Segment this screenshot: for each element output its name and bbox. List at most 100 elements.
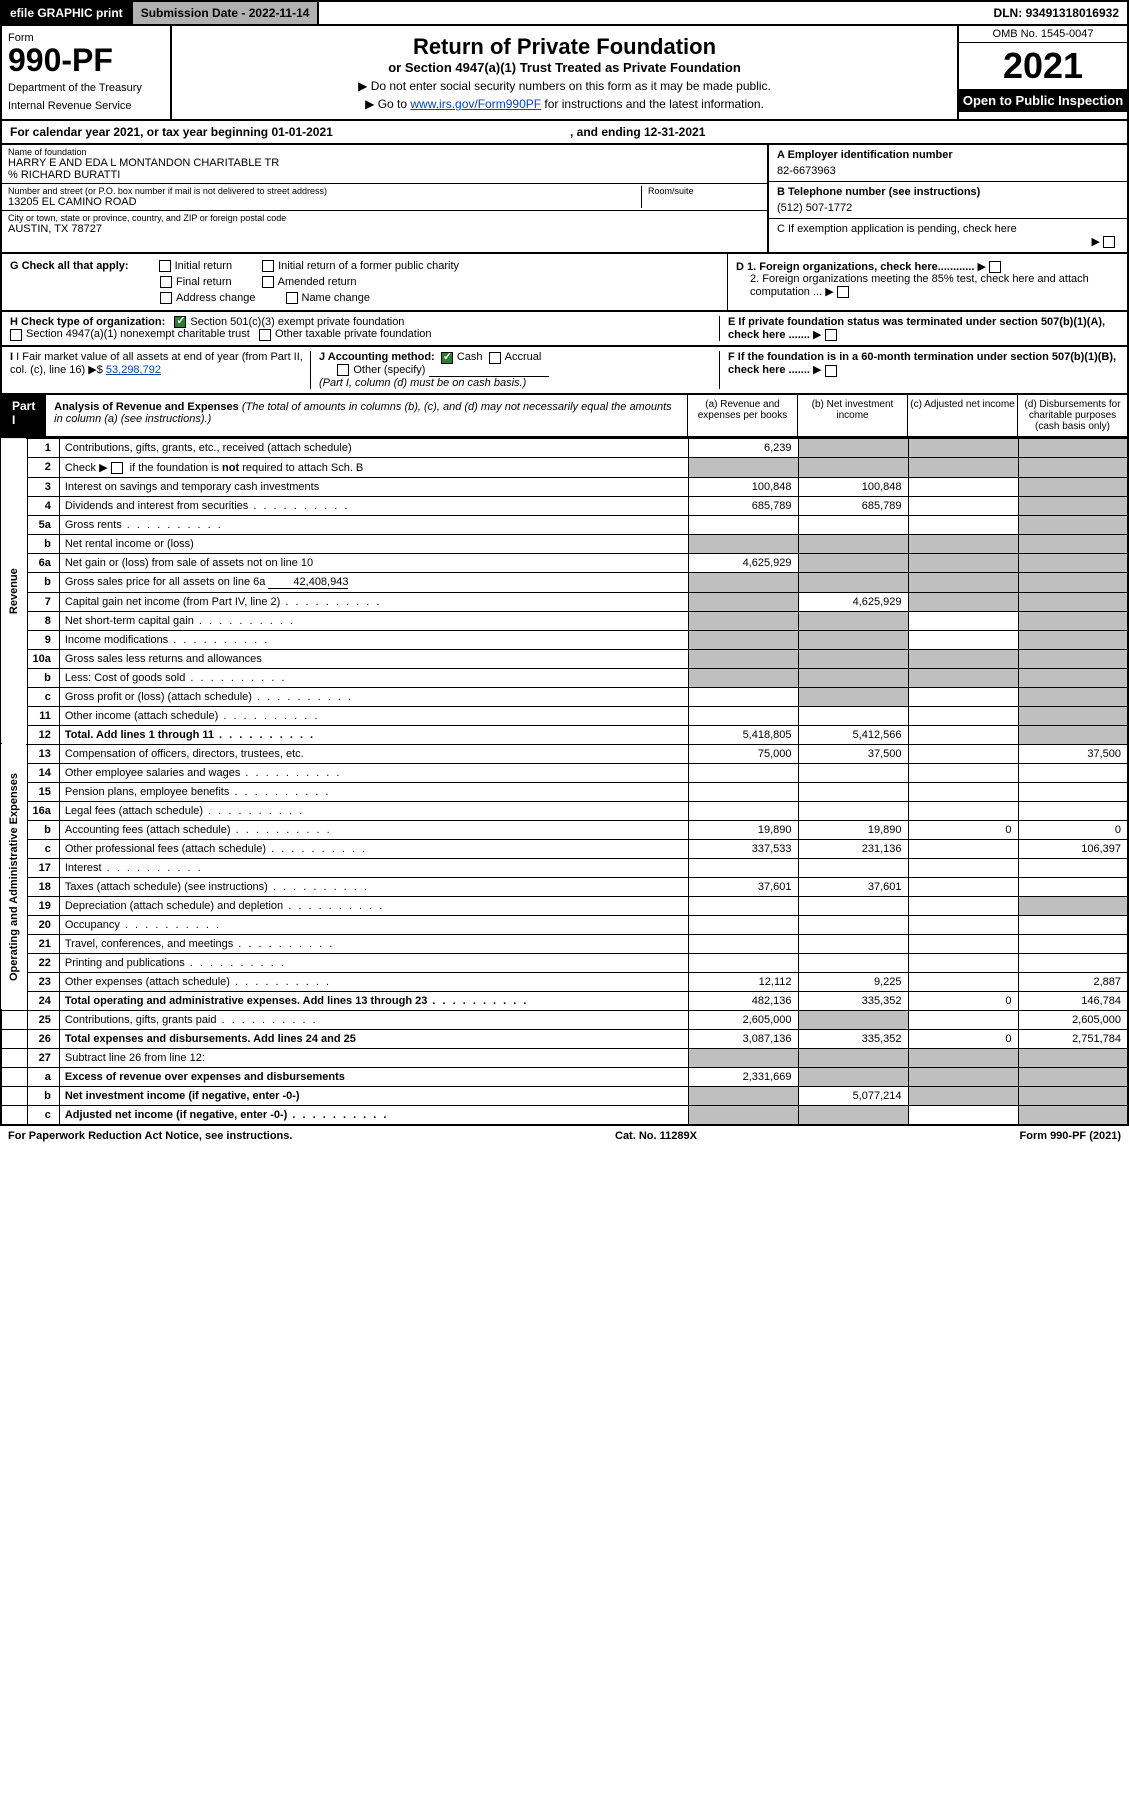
chk-cash[interactable]: [441, 352, 453, 364]
entity-right: A Employer identification number 82-6673…: [767, 145, 1127, 252]
table-row: 14Other employee salaries and wages: [1, 763, 1128, 782]
table-row: bNet investment income (if negative, ent…: [1, 1086, 1128, 1105]
chk-other-taxable[interactable]: [259, 329, 271, 341]
table-row: cOther professional fees (attach schedul…: [1, 839, 1128, 858]
irs: Internal Revenue Service: [8, 100, 164, 112]
table-row: 15Pension plans, employee benefits: [1, 782, 1128, 801]
table-row: cAdjusted net income (if negative, enter…: [1, 1105, 1128, 1125]
g-left: G Check all that apply: Initial return I…: [2, 254, 727, 310]
form-subtitle: or Section 4947(a)(1) Trust Treated as P…: [192, 60, 937, 75]
ein-box: A Employer identification number 82-6673…: [769, 145, 1127, 182]
table-row: 19Depreciation (attach schedule) and dep…: [1, 896, 1128, 915]
efile-label[interactable]: efile GRAPHIC print: [2, 2, 133, 24]
chk-amended[interactable]: [262, 276, 274, 288]
table-row: 5aGross rents: [1, 515, 1128, 534]
table-row: 17Interest: [1, 858, 1128, 877]
table-row: 25Contributions, gifts, grants paid2,605…: [1, 1010, 1128, 1029]
c-box: C If exemption application is pending, c…: [769, 219, 1127, 252]
part1-badge: Part I: [2, 395, 46, 436]
dept: Department of the Treasury: [8, 82, 164, 94]
footer: For Paperwork Reduction Act Notice, see …: [0, 1126, 1129, 1146]
col-d-hdr: (d) Disbursements for charitable purpose…: [1017, 395, 1127, 436]
chk-other-method[interactable]: [337, 364, 349, 376]
open-inspection: Open to Public Inspection: [959, 89, 1127, 112]
table-row: bLess: Cost of goods sold: [1, 668, 1128, 687]
form-title: Return of Private Foundation: [192, 34, 937, 60]
table-row: bNet rental income or (loss): [1, 534, 1128, 553]
chk-schb[interactable]: [111, 462, 123, 474]
table-row: 24Total operating and administrative exp…: [1, 991, 1128, 1010]
foundation-name: Name of foundation HARRY E AND EDA L MON…: [2, 145, 767, 184]
table-row: 2Check ▶ if the foundation is not requir…: [1, 457, 1128, 477]
table-row: aExcess of revenue over expenses and dis…: [1, 1067, 1128, 1086]
chk-d2[interactable]: [837, 286, 849, 298]
form-number: 990-PF: [8, 44, 164, 76]
part1-title: Analysis of Revenue and Expenses (The to…: [46, 395, 687, 436]
table-row: 23Other expenses (attach schedule)12,112…: [1, 972, 1128, 991]
table-row: cGross profit or (loss) (attach schedule…: [1, 687, 1128, 706]
c-checkbox[interactable]: [1103, 236, 1115, 248]
expenses-sidelabel: Operating and Administrative Expenses: [1, 744, 27, 1010]
spacer: [319, 2, 985, 24]
chk-final[interactable]: [160, 276, 172, 288]
chk-4947[interactable]: [10, 329, 22, 341]
address-row: Number and street (or P.O. box number if…: [2, 184, 767, 211]
table-row: bAccounting fees (attach schedule)19,890…: [1, 820, 1128, 839]
table-row: 3Interest on savings and temporary cash …: [1, 477, 1128, 496]
revenue-sidelabel: Revenue: [1, 438, 27, 744]
chk-d1[interactable]: [989, 261, 1001, 273]
chk-f[interactable]: [825, 365, 837, 377]
entity-info: Name of foundation HARRY E AND EDA L MON…: [0, 145, 1129, 254]
footer-mid: Cat. No. 11289X: [615, 1130, 697, 1142]
table-row: 27Subtract line 26 from line 12:: [1, 1048, 1128, 1067]
table-row: 7Capital gain net income (from Part IV, …: [1, 592, 1128, 611]
note2: ▶ Go to www.irs.gov/Form990PF for instru…: [192, 97, 937, 111]
table-row: Operating and Administrative Expenses 13…: [1, 744, 1128, 763]
table-row: 18Taxes (attach schedule) (see instructi…: [1, 877, 1128, 896]
table-row: 11Other income (attach schedule): [1, 706, 1128, 725]
footer-right: Form 990-PF (2021): [1020, 1130, 1122, 1142]
chk-name[interactable]: [286, 292, 298, 304]
d-section: D 1. Foreign organizations, check here..…: [727, 254, 1127, 310]
cal-end: , and ending 12-31-2021: [490, 125, 1119, 139]
omb: OMB No. 1545-0047: [959, 26, 1127, 43]
chk-initial[interactable]: [159, 260, 171, 272]
table-row: 9Income modifications: [1, 630, 1128, 649]
city-row: City or town, state or province, country…: [2, 211, 767, 237]
chk-e[interactable]: [825, 329, 837, 341]
chk-address[interactable]: [160, 292, 172, 304]
note1: ▶ Do not enter social security numbers o…: [192, 79, 937, 93]
form-header: Form 990-PF Department of the Treasury I…: [0, 26, 1129, 121]
footer-left: For Paperwork Reduction Act Notice, see …: [8, 1130, 292, 1142]
table-row: 20Occupancy: [1, 915, 1128, 934]
topbar: efile GRAPHIC print Submission Date - 20…: [0, 0, 1129, 26]
cal-begin: For calendar year 2021, or tax year begi…: [10, 125, 490, 139]
calendar-year-row: For calendar year 2021, or tax year begi…: [0, 121, 1129, 145]
room-hdr: Room/suite: [648, 186, 761, 196]
table-row: 21Travel, conferences, and meetings: [1, 934, 1128, 953]
table-row: 26Total expenses and disbursements. Add …: [1, 1029, 1128, 1048]
chk-accrual[interactable]: [489, 352, 501, 364]
table-row: 6aNet gain or (loss) from sale of assets…: [1, 553, 1128, 572]
chk-initial-former[interactable]: [262, 260, 274, 272]
table-row: 16aLegal fees (attach schedule): [1, 801, 1128, 820]
fmv-link[interactable]: 53,298,792: [106, 364, 161, 376]
col-c-hdr: (c) Adjusted net income: [907, 395, 1017, 436]
form990pf-link[interactable]: www.irs.gov/Form990PF: [410, 97, 541, 111]
table-row: 12Total. Add lines 1 through 115,418,805…: [1, 725, 1128, 744]
submission-date: Submission Date - 2022-11-14: [133, 2, 320, 24]
header-center: Return of Private Foundation or Section …: [172, 26, 957, 119]
table-row: 10aGross sales less returns and allowanc…: [1, 649, 1128, 668]
g-section: G Check all that apply: Initial return I…: [0, 254, 1129, 312]
table-row: 4Dividends and interest from securities6…: [1, 496, 1128, 515]
ij-row: I I Fair market value of all assets at e…: [0, 347, 1129, 394]
table-row: 22Printing and publications: [1, 953, 1128, 972]
ein: 82-6673963: [777, 161, 1119, 177]
entity-left: Name of foundation HARRY E AND EDA L MON…: [2, 145, 767, 252]
chk-501c3[interactable]: [174, 316, 186, 328]
part1-header: Part I Analysis of Revenue and Expenses …: [0, 395, 1129, 438]
col-b-hdr: (b) Net investment income: [797, 395, 907, 436]
header-left: Form 990-PF Department of the Treasury I…: [2, 26, 172, 119]
h-row: H Check type of organization: Section 50…: [0, 312, 1129, 347]
phone: (512) 507-1772: [777, 198, 1119, 214]
